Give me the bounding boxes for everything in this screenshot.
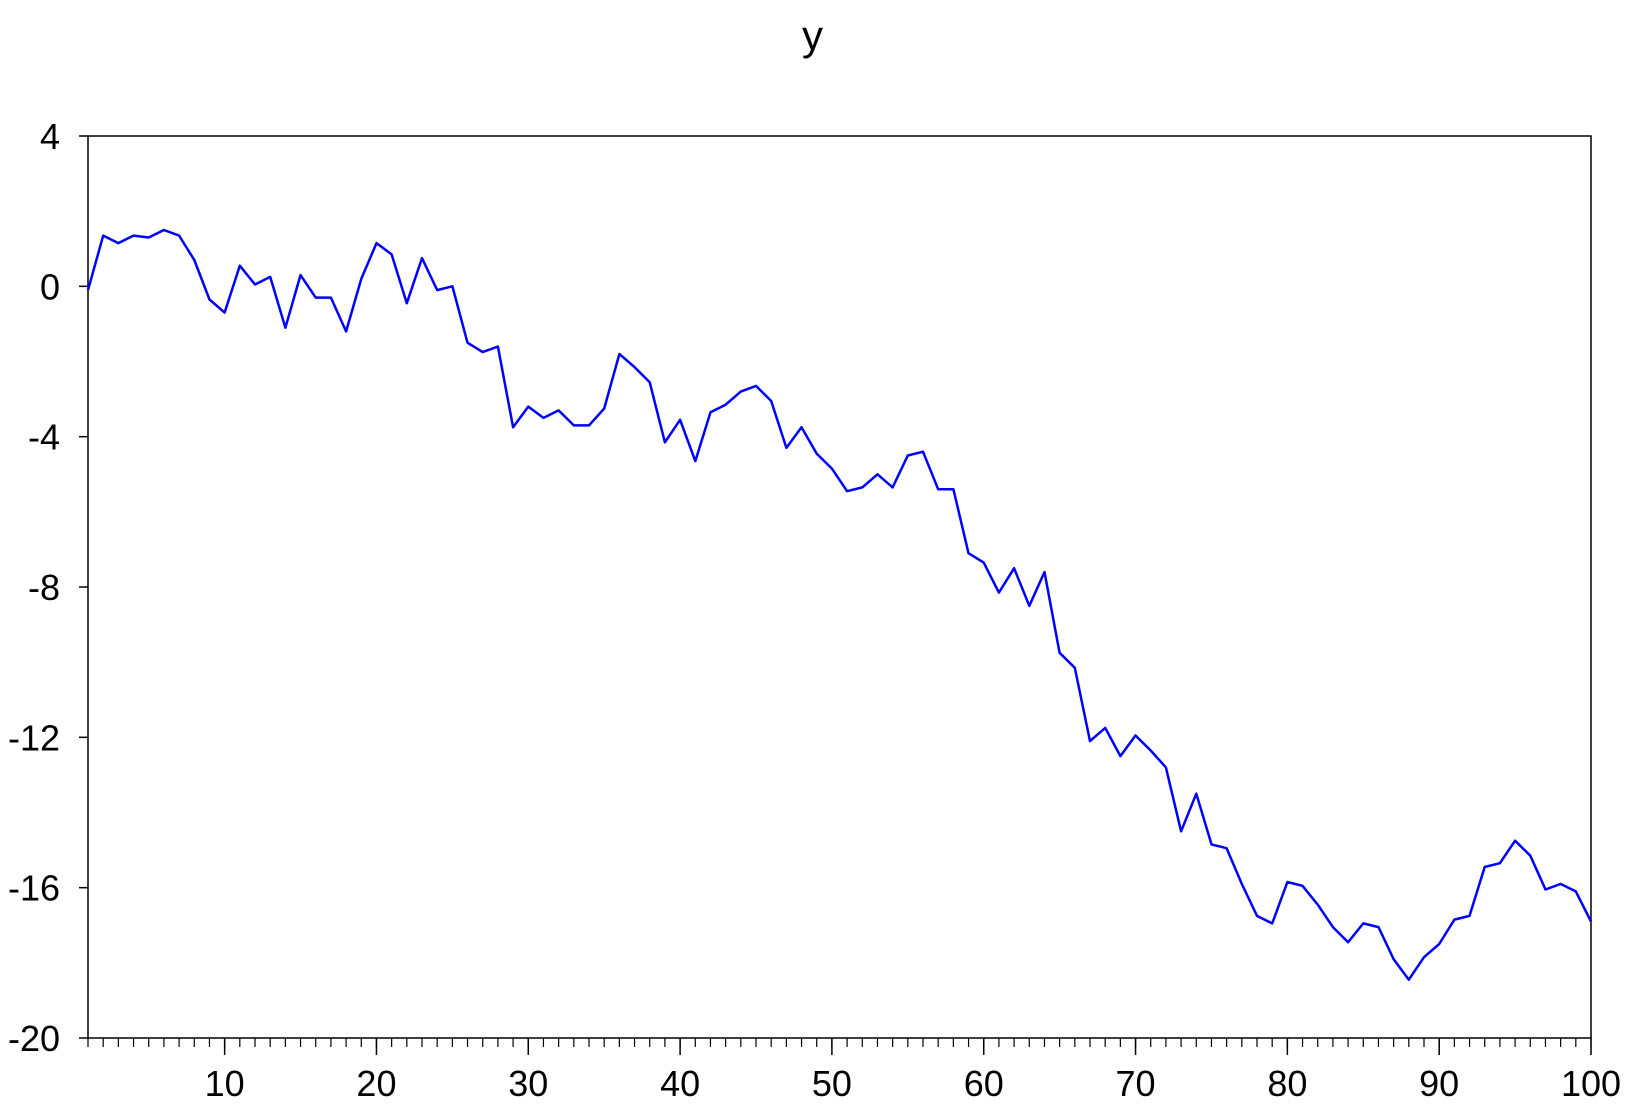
- x-tick-label: 90: [1419, 1063, 1459, 1104]
- x-major-ticks: [223, 1038, 1592, 1055]
- x-tick-labels: 10 20 30 40 50 60 70 80 90 100: [205, 1063, 1621, 1104]
- y-ticks: [79, 135, 88, 1039]
- x-tick-label: 60: [964, 1063, 1004, 1104]
- x-tick-label: 20: [356, 1063, 396, 1104]
- y-tick-label: -4: [28, 417, 60, 458]
- x-tick-label: 50: [812, 1063, 852, 1104]
- y-tick-label: -12: [8, 717, 60, 758]
- chart-title: y: [802, 12, 823, 59]
- y-tick-label: -16: [8, 868, 60, 909]
- x-tick-label: 100: [1561, 1063, 1621, 1104]
- y-tick-labels: 4 0 -4 -8 -12 -16 -20: [8, 116, 60, 1059]
- y-tick-label: -8: [28, 567, 60, 608]
- x-tick-label: 30: [508, 1063, 548, 1104]
- x-tick-label: 70: [1116, 1063, 1156, 1104]
- y-tick-label: -20: [8, 1018, 60, 1059]
- x-tick-label: 10: [205, 1063, 245, 1104]
- x-tick-label: 80: [1267, 1063, 1307, 1104]
- y-tick-label: 4: [40, 116, 60, 157]
- x-minor-ticks: [87, 1038, 1592, 1047]
- x-tick-label: 40: [660, 1063, 700, 1104]
- plot-frame: [87, 135, 1592, 1039]
- y-tick-label: 0: [40, 266, 60, 307]
- series-line: [86, 228, 1593, 981]
